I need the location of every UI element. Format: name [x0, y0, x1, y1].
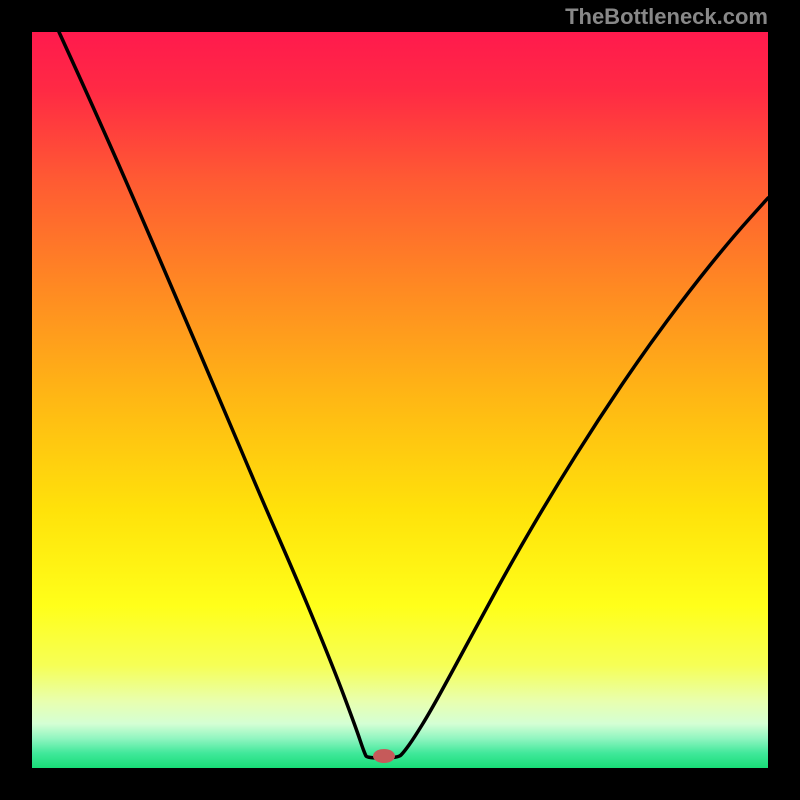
- curve-path: [59, 32, 768, 758]
- optimal-marker: [373, 749, 395, 763]
- watermark: TheBottleneck.com: [565, 4, 768, 30]
- bottleneck-curve: [0, 0, 800, 800]
- watermark-text: TheBottleneck.com: [565, 4, 768, 29]
